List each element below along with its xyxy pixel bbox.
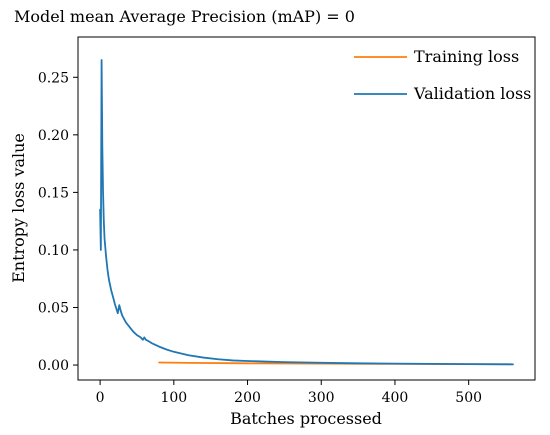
y-axis: 0.00 0.05 0.10 0.15 0.20 0.25 bbox=[38, 70, 78, 374]
x-tick-label: 100 bbox=[160, 390, 187, 406]
plot-area bbox=[77, 36, 536, 381]
legend-label-validation-loss: Validation loss bbox=[413, 84, 531, 103]
y-tick-label: 0.00 bbox=[38, 358, 69, 374]
y-tick-label: 0.25 bbox=[38, 70, 69, 86]
chart-title: Model mean Average Precision (mAP) = 0 bbox=[14, 7, 355, 26]
x-axis: 0 100 200 300 400 500 bbox=[96, 380, 482, 406]
legend: Training loss Validation loss bbox=[354, 47, 531, 103]
x-tick-label: 500 bbox=[455, 390, 482, 406]
series-line-validation-loss bbox=[99, 59, 514, 366]
y-tick-label: 0.10 bbox=[38, 243, 69, 259]
x-tick-label: 300 bbox=[308, 390, 335, 406]
y-tick-label: 0.20 bbox=[38, 128, 69, 144]
y-tick-label: 0.15 bbox=[38, 185, 69, 201]
x-tick-label: 400 bbox=[382, 390, 409, 406]
x-axis-label: Batches processed bbox=[230, 409, 382, 428]
x-tick-label: 200 bbox=[234, 390, 261, 406]
legend-label-training-loss: Training loss bbox=[414, 47, 519, 66]
x-tick-label: 0 bbox=[96, 390, 105, 406]
y-tick-label: 0.05 bbox=[38, 300, 69, 316]
series-layer bbox=[99, 59, 514, 366]
y-axis-label: Entropy loss value bbox=[9, 133, 28, 283]
